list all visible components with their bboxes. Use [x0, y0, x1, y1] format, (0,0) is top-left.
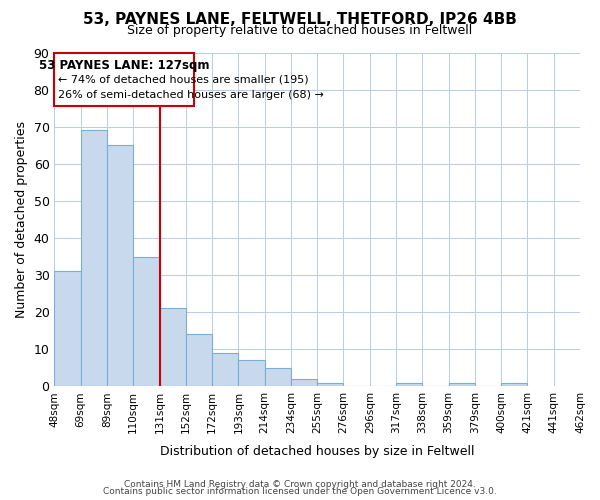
Bar — [238, 360, 265, 386]
X-axis label: Distribution of detached houses by size in Feltwell: Distribution of detached houses by size … — [160, 444, 475, 458]
Bar — [107, 146, 133, 386]
Bar — [80, 130, 107, 386]
Text: ← 74% of detached houses are smaller (195): ← 74% of detached houses are smaller (19… — [58, 75, 309, 85]
FancyBboxPatch shape — [55, 52, 194, 106]
Bar — [265, 368, 291, 386]
Text: 26% of semi-detached houses are larger (68) →: 26% of semi-detached houses are larger (… — [58, 90, 324, 100]
Y-axis label: Number of detached properties: Number of detached properties — [15, 121, 28, 318]
Bar — [160, 308, 186, 386]
Bar — [396, 382, 422, 386]
Bar — [133, 256, 160, 386]
Bar — [449, 382, 475, 386]
Text: 53, PAYNES LANE, FELTWELL, THETFORD, IP26 4BB: 53, PAYNES LANE, FELTWELL, THETFORD, IP2… — [83, 12, 517, 28]
Text: Contains HM Land Registry data © Crown copyright and database right 2024.: Contains HM Land Registry data © Crown c… — [124, 480, 476, 489]
Bar — [317, 382, 343, 386]
Bar — [212, 353, 238, 386]
Bar — [501, 382, 527, 386]
Bar — [291, 379, 317, 386]
Text: Contains public sector information licensed under the Open Government Licence v3: Contains public sector information licen… — [103, 487, 497, 496]
Text: 53 PAYNES LANE: 127sqm: 53 PAYNES LANE: 127sqm — [39, 59, 209, 72]
Bar — [186, 334, 212, 386]
Bar — [55, 272, 80, 386]
Text: Size of property relative to detached houses in Feltwell: Size of property relative to detached ho… — [127, 24, 473, 37]
